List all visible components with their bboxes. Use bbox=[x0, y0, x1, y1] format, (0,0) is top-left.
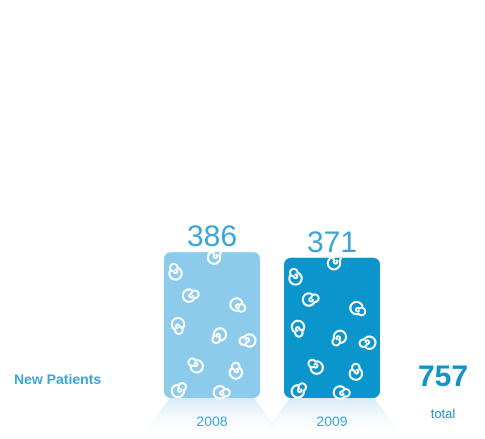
category-label-2008: 2008 bbox=[196, 413, 227, 429]
data-label-2009: 371 bbox=[307, 226, 357, 259]
bars-group: 386 2008 371 2009 bbox=[140, 220, 404, 438]
row-label: New Patients bbox=[14, 371, 102, 387]
bar-shadow bbox=[260, 398, 404, 438]
category-label-2009: 2009 bbox=[316, 413, 347, 429]
total-value: 757 bbox=[417, 360, 469, 393]
bar-shadow bbox=[140, 398, 284, 438]
total-label: total bbox=[430, 406, 456, 421]
data-label-2008: 386 bbox=[187, 220, 237, 253]
